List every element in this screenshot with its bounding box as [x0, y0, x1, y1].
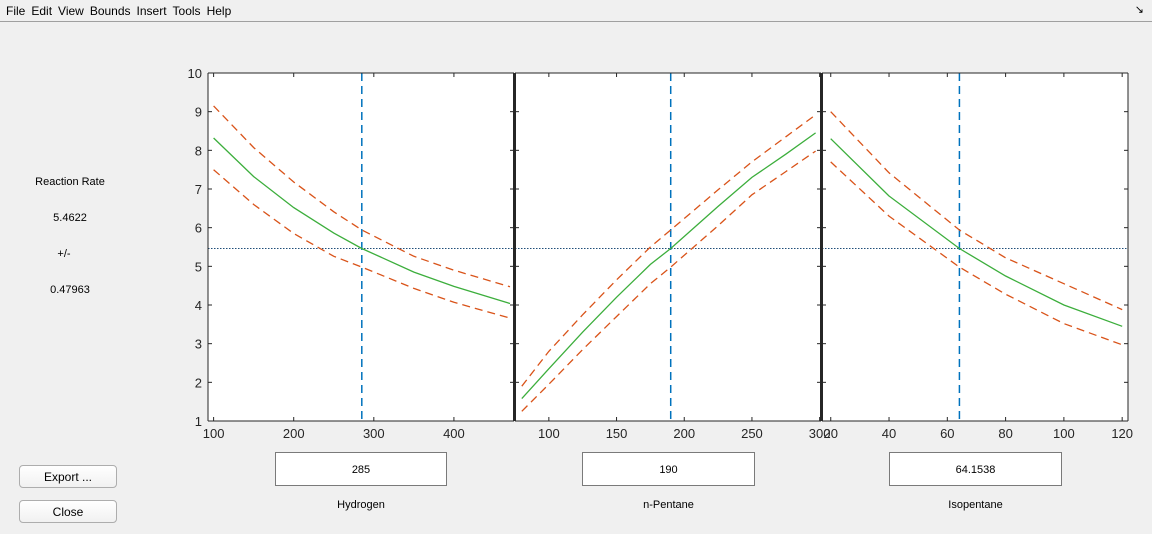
ytick-label: 3 — [195, 337, 202, 352]
menu-insert[interactable]: Insert — [136, 3, 167, 18]
response-label: Reaction Rate — [35, 176, 105, 188]
isopentane-lower-bound-line — [830, 161, 1123, 346]
n-pentane-xtick-label: 150 — [606, 426, 628, 441]
n-pentane-upper-bound-line — [521, 114, 816, 387]
n-pentane-panel-bg — [515, 73, 821, 421]
hydrogen-lower-bound-line — [213, 169, 511, 319]
hydrogen-xtick-label: 400 — [443, 426, 465, 441]
hydrogen-prediction-line — [213, 137, 511, 305]
n-pentane-xtick-label: 250 — [741, 426, 763, 441]
hydrogen-label: Hydrogen — [337, 499, 385, 511]
hydrogen-xtick-label: 200 — [283, 426, 305, 441]
n-pentane-value-input[interactable]: 190 — [582, 452, 755, 486]
hydrogen-xtick-label: 100 — [203, 426, 225, 441]
ytick-label: 9 — [195, 105, 202, 120]
menu-file[interactable]: File — [6, 3, 26, 18]
isopentane-xtick-label: 20 — [824, 426, 838, 441]
ytick-label: 4 — [195, 298, 202, 313]
ytick-label: 6 — [195, 221, 202, 236]
ytick-label: 2 — [195, 375, 202, 390]
menu-bounds[interactable]: Bounds — [89, 3, 131, 18]
ytick-label: 8 — [195, 143, 202, 158]
isopentane-xtick-label: 80 — [998, 426, 1012, 441]
close-button[interactable]: Close — [19, 500, 117, 523]
hydrogen-xtick-label: 300 — [363, 426, 385, 441]
isopentane-xtick-label: 100 — [1053, 426, 1075, 441]
menu-bar: File Edit View Bounds Insert Tools Help … — [0, 0, 1152, 22]
n-pentane-xtick-label: 300 — [809, 426, 831, 441]
ytick-label: 7 — [195, 182, 202, 197]
isopentane-label: Isopentane — [948, 499, 1003, 511]
ci-halfwidth-value: 0.47963 — [50, 284, 90, 296]
menu-view[interactable]: View — [58, 3, 84, 18]
isopentane-value-input[interactable]: 64.1538 — [889, 452, 1062, 486]
n-pentane-prediction-line — [521, 132, 816, 400]
hydrogen-value-input[interactable]: 285 — [275, 452, 447, 486]
menu-help[interactable]: Help — [206, 3, 232, 18]
isopentane-upper-bound-line — [830, 111, 1123, 311]
export-button[interactable]: Export ... — [19, 465, 117, 488]
hydrogen-panel-bg — [208, 73, 514, 421]
response-value: 5.4622 — [53, 212, 87, 224]
hydrogen-upper-bound-line — [213, 105, 511, 288]
ytick-label: 1 — [195, 414, 202, 429]
isopentane-prediction-line — [830, 138, 1123, 327]
isopentane-xtick-label: 60 — [940, 426, 954, 441]
n-pentane-xtick-label: 100 — [538, 426, 560, 441]
isopentane-panel-bg — [822, 73, 1128, 421]
ytick-label: 10 — [188, 66, 202, 81]
menu-tools[interactable]: Tools — [172, 3, 201, 18]
menu-edit[interactable]: Edit — [31, 3, 53, 18]
isopentane-xtick-label: 120 — [1111, 426, 1133, 441]
ytick-label: 5 — [195, 259, 202, 274]
n-pentane-xtick-label: 200 — [673, 426, 695, 441]
plusminus-label: +/- — [57, 248, 71, 260]
isopentane-xtick-label: 40 — [882, 426, 896, 441]
n-pentane-label: n-Pentane — [643, 499, 694, 511]
dock-arrow-icon[interactable]: ↘ — [1134, 4, 1144, 16]
